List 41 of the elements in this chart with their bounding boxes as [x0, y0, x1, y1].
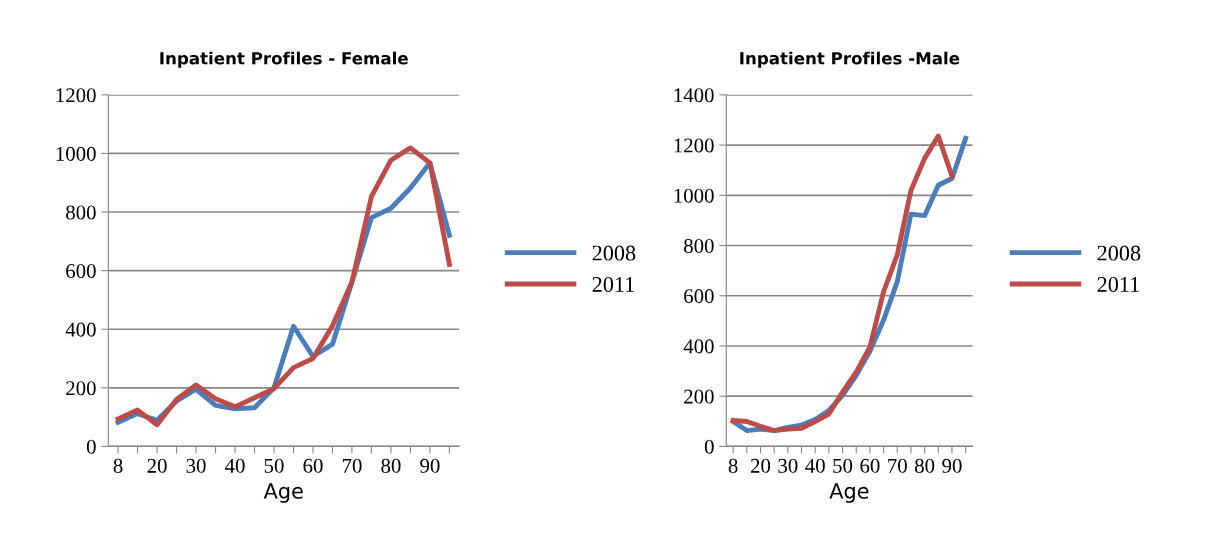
x-tick-label: 40 — [225, 458, 245, 473]
legend-label: 2011 — [1097, 276, 1139, 292]
x-tick-label: 30 — [186, 458, 206, 473]
y-tick-label: 1400 — [674, 88, 714, 103]
x-tick-label: 60 — [860, 458, 880, 473]
y-tick-label: 400 — [683, 339, 714, 354]
x-tick-label: 8 — [113, 458, 123, 473]
x-tick-label: 50 — [264, 458, 284, 473]
chart-title: Inpatient Profiles -Male — [740, 51, 960, 68]
y-tick-label: 400 — [65, 322, 96, 337]
y-tick-label: 0 — [86, 439, 96, 454]
y-tick-label: 600 — [684, 289, 714, 304]
x-tick-label: 8 — [728, 458, 738, 473]
y-tick-label: 600 — [66, 264, 96, 279]
y-tick-label: 1200 — [56, 88, 96, 103]
x-tick-label: 90 — [420, 458, 440, 473]
x-tick-label: 80 — [381, 458, 401, 473]
y-tick-label: 800 — [66, 205, 96, 220]
x-tick-label: 20 — [750, 458, 771, 473]
x-tick-label: 70 — [342, 458, 362, 473]
x-tick-label: 70 — [888, 458, 907, 473]
y-tick-label: 0 — [704, 439, 714, 454]
x-tick-label: 20 — [147, 458, 167, 473]
x-tick-label: 80 — [915, 458, 935, 473]
x-tick-label: 30 — [778, 458, 798, 473]
y-tick-label: 1200 — [674, 138, 714, 153]
y-tick-label: 1000 — [674, 188, 714, 203]
chart-title: Inpatient Profiles - Female — [160, 51, 408, 68]
y-tick-label: 200 — [684, 389, 714, 404]
legend-label: 2008 — [1097, 245, 1141, 261]
x-tick-label: 40 — [805, 458, 825, 473]
y-tick-label: 1000 — [56, 146, 96, 161]
legend-label: 2008 — [592, 245, 636, 261]
y-tick-label: 800 — [684, 238, 714, 253]
x-tick-label: 50 — [833, 458, 853, 473]
legend-label: 2011 — [592, 276, 634, 292]
x-axis-title: Age — [263, 483, 303, 503]
x-tick-label: 60 — [303, 458, 323, 473]
y-tick-label: 200 — [66, 381, 96, 396]
x-tick-label: 90 — [942, 458, 962, 473]
x-axis-title: Age — [829, 483, 869, 503]
